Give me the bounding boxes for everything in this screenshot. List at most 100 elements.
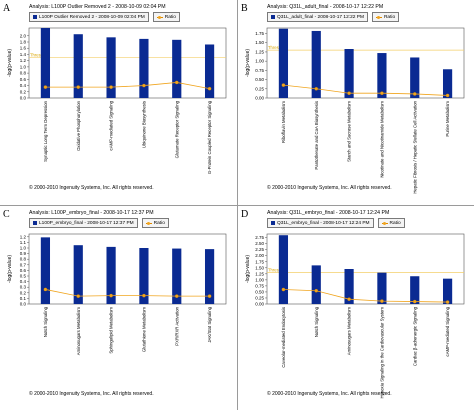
ratio-point	[43, 287, 48, 292]
ratio-point	[142, 83, 146, 88]
category-label: Hepatic Fibrosis / Hepatic Stellate Cell…	[412, 100, 417, 193]
bar	[410, 276, 420, 304]
ratio-point	[142, 293, 146, 298]
y-tick-label: 1.1	[20, 240, 27, 245]
y-tick-label: 1.00	[255, 59, 264, 64]
bar	[410, 57, 420, 98]
ratio-point	[380, 91, 384, 95]
legend-series-item: L100P_embryo_final - 2008-10-17 12:37 PM	[29, 218, 138, 228]
y-tick-label: 0.3	[20, 285, 27, 290]
ratio-point	[347, 91, 351, 95]
bar	[73, 245, 83, 304]
chart-panel-d: D Analysis: Q31L_embryo_final - 2008-10-…	[238, 206, 474, 411]
chart-panel-c: C Analysis: L100P_embryo_final - 2008-10…	[0, 206, 237, 411]
plot-frame	[266, 233, 465, 305]
chart-legend: Q31L_embryo_final - 2008-10-17 12:24 PM …	[267, 218, 409, 228]
category-label: Oxidative Phosphorylation	[76, 100, 81, 151]
legend-ratio-item: Ratio	[371, 12, 400, 22]
ratio-point	[174, 294, 179, 298]
y-tick-label: 1.4	[20, 52, 27, 57]
copyright-text: © 2000-2010 Ingenuity Systems, Inc. All …	[267, 185, 392, 191]
y-tick-label: 1.75	[255, 31, 264, 36]
chart-legend: L100P_embryo_final - 2008-10-17 12:37 PM…	[29, 218, 173, 228]
legend-ratio-label: Ratio	[383, 14, 396, 20]
y-tick-label: 1.00	[255, 277, 264, 282]
ratio-point	[207, 294, 212, 298]
copyright-text: © 2000-2010 Ingenuity Systems, Inc. All …	[29, 391, 154, 397]
ratio-point	[314, 87, 319, 91]
ratio-point	[412, 299, 417, 304]
copyright-text: © 2000-2010 Ingenuity Systems, Inc. All …	[29, 185, 154, 191]
ratio-line	[283, 289, 448, 303]
legend-ratio-item: Ratio	[152, 12, 180, 22]
chart-plot: 0.00 0.25 0.50 0.75 1.00 1.25 1.50 1.75 Threshol…	[255, 27, 465, 194]
y-tick-label: 2.25	[255, 247, 264, 252]
y-tick-label: 1.2	[20, 58, 27, 63]
y-tick-label: 1.50	[255, 265, 264, 270]
category-label: Nicotinate and Nicotinamide Metabolism	[379, 101, 384, 178]
bar	[204, 44, 215, 98]
ratio-point	[281, 287, 286, 292]
legend-ratio-item: Ratio	[377, 218, 405, 228]
bar	[344, 49, 354, 98]
y-tick-label: 1.75	[255, 259, 264, 264]
chart-legend: L100P Outlier Removed 2 - 2008-10-09 02:…	[29, 12, 184, 22]
category-label: Starch and Sucrose Metabolism	[347, 101, 352, 162]
y-tick-label: 1.50	[255, 40, 264, 45]
category-label: Notch Signaling	[314, 306, 319, 337]
chart-plot: 0.00 0.250.500.751.001.251.501.752.002.25…	[255, 233, 465, 399]
plot-frame	[28, 233, 227, 305]
ratio-point	[207, 86, 212, 91]
y-tick-label: 0.8	[20, 257, 27, 262]
ratio-point	[109, 293, 113, 298]
ratio-point	[174, 80, 179, 85]
y-tick-label: 0.75	[255, 68, 264, 73]
ratio-line-swatch-icon	[156, 15, 163, 19]
y-tick-label: 1.0	[20, 64, 27, 69]
ratio-line-swatch-icon	[375, 15, 382, 19]
copyright-text: © 2000-2010 Ingenuity Systems, Inc. All …	[267, 391, 392, 397]
category-label: Glutathione Metabolism	[141, 307, 146, 353]
legend-series-label: L100P Outlier Removed 2 - 2008-10-09 02:…	[39, 14, 145, 20]
category-label: JAK/Stat Signaling	[207, 306, 212, 342]
category-label: Hypoxia Signaling in the Cardiovascular …	[379, 307, 384, 399]
legend-series-label: Q31L_embryo_final - 2008-10-17 12:24 PM	[277, 220, 370, 226]
y-tick-label: 0.4	[20, 83, 27, 88]
panel-divider-horizontal	[0, 205, 474, 206]
y-tick-label: 1.25	[255, 49, 264, 54]
chart-plot: 0.00.10.20.30.40.50.60.70.80.91.01.11.2 N…	[20, 233, 227, 356]
legend-ratio-label: Ratio	[164, 14, 176, 20]
ratio-point	[445, 93, 450, 98]
category-label: Aminosugars Metabolism	[76, 307, 81, 356]
y-tick-label: 0.0	[20, 302, 27, 307]
y-tick-label: 0.00	[255, 96, 264, 101]
ratio-point	[314, 288, 319, 293]
ratio-point	[281, 83, 286, 87]
ratio-point	[76, 294, 81, 298]
y-tick-label: 0.1	[20, 296, 27, 301]
chart-title: Analysis: Q31L_adult_final - 2008-10-17 …	[267, 4, 384, 10]
y-tick-label: 0.2	[20, 89, 27, 94]
chart-legend: Q31L_adult_final - 2008-10-17 12:22 PM R…	[267, 12, 403, 22]
category-label: Ubiquinone Biosynthesis	[141, 101, 146, 148]
bar	[106, 246, 116, 304]
threshold-label: Threshold	[268, 45, 287, 50]
chart-panel-b: B Analysis: Q31L_adult_final - 2008-10-1…	[238, 0, 474, 205]
bar	[106, 37, 116, 98]
y-tick-label: 0.6	[20, 268, 27, 273]
bar	[377, 272, 387, 304]
bar	[139, 38, 149, 98]
legend-series-label: Q31L_adult_final - 2008-10-17 12:22 PM	[277, 14, 364, 20]
legend-ratio-label: Ratio	[153, 220, 165, 226]
y-tick-label: 0.7	[20, 262, 27, 267]
bar	[311, 265, 321, 304]
bar-swatch-icon	[33, 221, 37, 225]
category-label: cAMP-mediated Signaling	[445, 306, 450, 356]
ratio-line-swatch-icon	[145, 221, 152, 225]
y-tick-label: 1.2	[20, 234, 27, 239]
y-tick-label: 1.25	[255, 271, 264, 276]
category-label: Aminosugars Metabolism	[347, 307, 352, 356]
y-tick-label: 0.75	[255, 283, 264, 288]
y-tick-label: 0.8	[20, 71, 27, 76]
y-tick-label: 2.75	[255, 235, 264, 240]
